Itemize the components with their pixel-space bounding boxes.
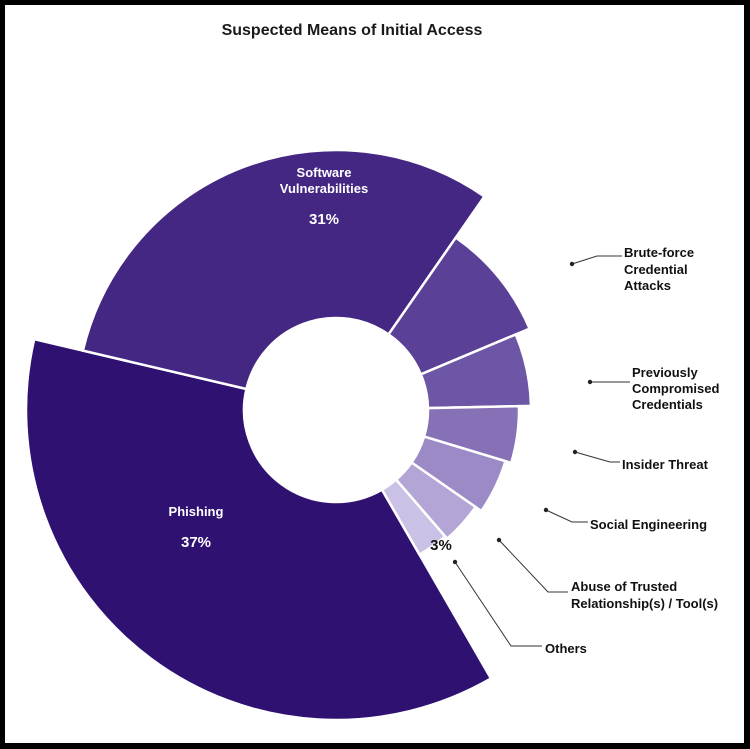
leader-line-social-engineering: [545, 509, 588, 523]
leader-dot-social-engineering: [543, 507, 549, 513]
value-label-social-engineering: 5%: [511, 485, 533, 502]
category-label-brute-force-credential-attacks: Brute-force: [624, 245, 694, 260]
leader-dot-insider-threat: [572, 449, 578, 455]
leader-dot-others: [452, 559, 458, 565]
slice-label-software-vulnerabilities: Vulnerabilities: [280, 181, 368, 196]
category-label-insider-threat: Insider Threat: [622, 457, 709, 472]
category-label-previously-compromised-credentials: Compromised: [632, 381, 719, 396]
slice-software-vulnerabilities: [81, 148, 487, 391]
leader-dot-brute-force-credential-attacks: [569, 261, 575, 267]
slice-previously-compromised-credentials: [419, 332, 533, 410]
slice-brute-force-credential-attacks: [386, 235, 532, 376]
category-label-abuse-of-trusted-relationship-s-tool-s: Abuse of Trusted: [571, 579, 677, 594]
category-label-brute-force-credential-attacks: Attacks: [624, 278, 671, 293]
category-label-brute-force-credential-attacks: Credential: [624, 262, 688, 277]
leader-dot-abuse-of-trusted-relationship-s-tool-s: [496, 537, 502, 543]
leader-line-insider-threat: [574, 451, 620, 463]
value-label-phishing: 37%: [181, 534, 211, 551]
category-label-others: Others: [545, 641, 587, 656]
value-label-software-vulnerabilities: 31%: [309, 211, 339, 228]
value-label-brute-force-credential-attacks: 9%: [519, 288, 541, 305]
value-label-insider-threat: 5%: [531, 430, 553, 447]
leader-line-abuse-of-trusted-relationship-s-tool-s: [498, 539, 568, 593]
slice-phishing: [24, 337, 493, 722]
category-label-abuse-of-trusted-relationship-s-tool-s: Relationship(s) / Tool(s): [571, 596, 718, 611]
value-label-abuse-of-trusted-relationship-s-tool-s: 4%: [469, 516, 491, 533]
value-label-others: 3%: [430, 537, 452, 554]
slice-label-phishing: Phishing: [169, 504, 224, 519]
chart-title: Suspected Means of Initial Access: [222, 22, 483, 39]
leader-line-brute-force-credential-attacks: [571, 255, 622, 265]
value-label-previously-compromised-credentials: 6%: [542, 370, 564, 387]
category-label-previously-compromised-credentials: Credentials: [632, 397, 703, 412]
leader-dot-previously-compromised-credentials: [587, 379, 593, 385]
category-label-previously-compromised-credentials: Previously: [632, 365, 699, 380]
slice-social-engineering: [409, 435, 508, 513]
slice-insider-threat: [422, 404, 521, 465]
leader-line-others: [454, 561, 542, 647]
category-label-social-engineering: Social Engineering: [590, 517, 707, 532]
slice-others: [380, 477, 447, 557]
slice-label-software-vulnerabilities: Software: [297, 165, 352, 180]
